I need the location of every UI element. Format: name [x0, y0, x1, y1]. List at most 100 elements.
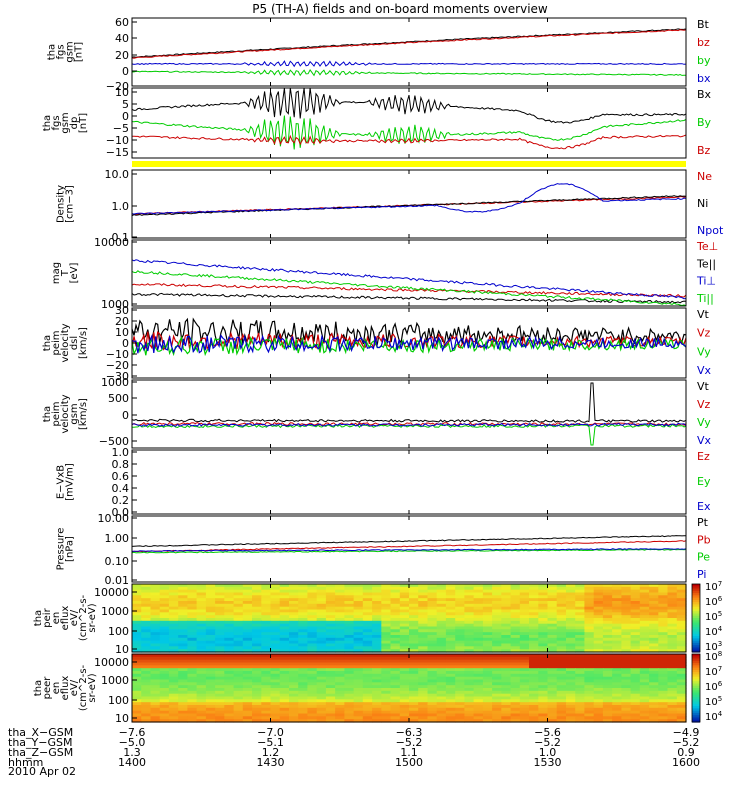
heatmap-cell — [556, 612, 567, 616]
heatmap-cell — [399, 635, 410, 639]
heatmap-cell — [510, 598, 521, 602]
heatmap-cell — [279, 643, 290, 647]
heatmap-cell — [409, 690, 419, 695]
heatmap-cell — [418, 719, 428, 723]
heatmap-cell — [575, 656, 585, 661]
heatmap-cell — [418, 654, 428, 658]
heatmap-cell — [418, 662, 428, 666]
heatmap-cell — [141, 620, 151, 625]
heatmap-cell — [676, 589, 687, 594]
heatmap-cell — [335, 685, 345, 689]
heatmap-cell — [427, 586, 438, 591]
heatmap-cell — [455, 635, 465, 639]
heatmap-cell — [372, 679, 382, 683]
heatmap-cell — [390, 646, 401, 650]
heatmap-cell — [215, 710, 225, 715]
heatmap-cell — [519, 659, 530, 664]
heatmap-cell — [187, 646, 198, 650]
heatmap-cell — [289, 671, 299, 675]
heatmap-cell — [455, 713, 465, 717]
heatmap-cell — [658, 665, 669, 669]
heatmap-cell — [409, 702, 419, 706]
heatmap-cell — [584, 632, 595, 636]
heatmap-cell — [141, 618, 151, 622]
heatmap-cell — [566, 626, 576, 630]
axis-row-value: 0.9 — [677, 746, 695, 759]
heatmap-cell — [289, 635, 299, 639]
heatmap-cell — [639, 662, 650, 666]
heatmap-cell — [464, 601, 475, 605]
heatmap-cell — [436, 603, 447, 608]
heatmap-cell — [464, 685, 475, 689]
heatmap-cell — [464, 640, 475, 645]
heatmap-cell — [196, 671, 207, 675]
heatmap-cell — [270, 682, 281, 686]
heatmap-cell — [298, 618, 308, 622]
heatmap-cell — [492, 659, 502, 664]
heatmap-cell — [141, 601, 151, 605]
heatmap-cell — [353, 676, 364, 681]
heatmap-cell — [298, 603, 308, 608]
heatmap-cell — [362, 603, 373, 608]
heatmap-cell — [667, 673, 678, 678]
heatmap-cell — [325, 716, 336, 720]
heatmap-cell — [335, 713, 345, 717]
heatmap-cell — [178, 592, 188, 596]
series-line-vx — [132, 422, 687, 427]
heatmap-cell — [482, 679, 493, 683]
heatmap-cell — [224, 673, 235, 678]
heatmap-cell — [418, 595, 428, 599]
heatmap-cell — [566, 656, 576, 661]
heatmap-cell — [639, 659, 650, 664]
series-line-te — [131, 283, 687, 298]
heatmap-cell — [335, 665, 345, 669]
colorbar-tick-label: 104 — [705, 710, 723, 723]
heatmap-cell — [335, 673, 345, 678]
y-axis-label: T — [60, 269, 71, 277]
heatmap-cell — [132, 719, 142, 723]
heatmap-cell — [538, 699, 549, 703]
heatmap-cell — [325, 598, 336, 602]
heatmap-cell — [464, 589, 475, 594]
heatmap-cell — [381, 626, 392, 630]
heatmap-cell — [335, 654, 345, 658]
heatmap-cell — [584, 662, 595, 666]
panels: 6040200−20thafgsgsm[nT]Btbzbybx1050−5−10… — [33, 16, 724, 725]
heatmap-cell — [529, 589, 539, 594]
heatmap-cell — [279, 606, 290, 611]
legend-label: Vx — [697, 434, 712, 447]
heatmap-cell — [436, 685, 447, 689]
heatmap-cell — [132, 601, 142, 605]
heatmap-cell — [372, 713, 382, 717]
heatmap-cell — [168, 632, 179, 636]
heatmap-cell — [362, 713, 373, 717]
heatmap-cell — [649, 668, 659, 672]
heatmap-cell — [409, 626, 419, 630]
heatmap-cell — [187, 679, 198, 683]
heatmap-cell — [593, 612, 604, 616]
heatmap-cell — [566, 612, 576, 616]
heatmap-cell — [621, 623, 632, 628]
heatmap-cell — [196, 620, 207, 625]
heatmap-cell — [289, 710, 299, 715]
colorbar-cell — [692, 715, 700, 719]
heatmap-cell — [658, 707, 669, 712]
heatmap-cell — [556, 719, 567, 723]
heatmap-cell — [132, 654, 142, 658]
heatmap-cell — [187, 696, 198, 700]
heatmap-cell — [556, 685, 567, 689]
y-axis-label: gsm — [69, 403, 80, 424]
heatmap-cell — [612, 609, 622, 613]
heatmap-cell — [538, 662, 549, 666]
heatmap-cell — [242, 685, 253, 689]
heatmap-cell — [381, 671, 392, 675]
heatmap-cell — [538, 693, 549, 698]
heatmap-cell — [630, 688, 641, 692]
heatmap-cell — [418, 665, 428, 669]
heatmap-cell — [649, 612, 659, 616]
heatmap-cell — [335, 615, 345, 619]
heatmap-cell — [482, 609, 493, 613]
heatmap-cell — [215, 668, 225, 672]
heatmap-cell — [298, 690, 308, 695]
heatmap-cell — [427, 702, 438, 706]
